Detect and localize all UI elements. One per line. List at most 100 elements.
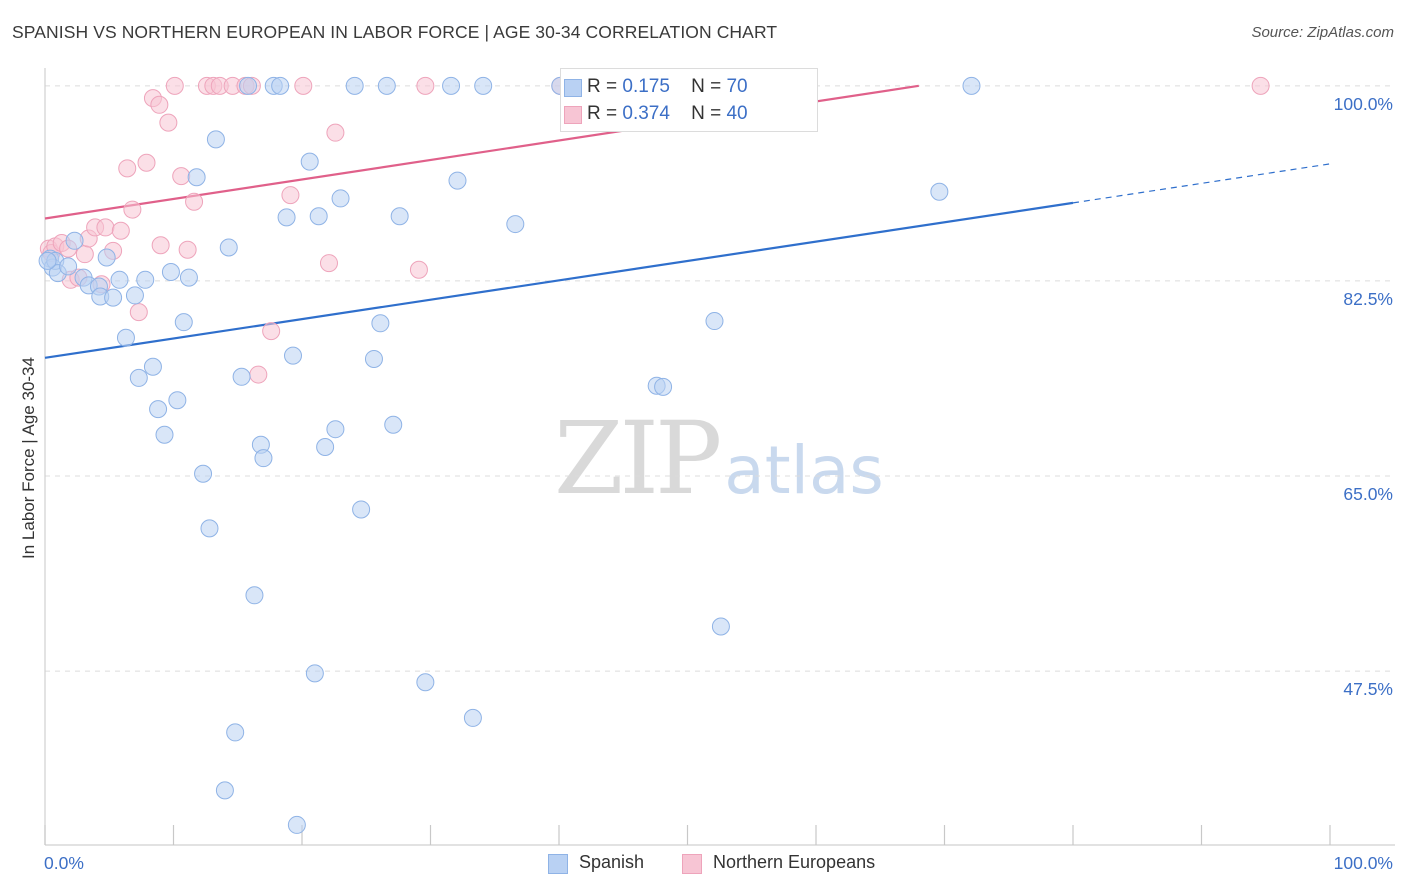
data-point-northern [1251,76,1270,95]
data-point-spanish [384,415,403,434]
data-point-spanish [345,76,364,95]
data-point-northern [151,236,170,255]
data-point-spanish [300,152,319,171]
data-point-spanish [194,464,213,483]
data-point-spanish [155,425,174,444]
data-point-spanish [316,438,335,457]
legend-r-label: R = [587,103,618,124]
data-point-spanish [179,268,198,287]
data-point-spanish [962,76,981,95]
series-legend-swatch-northern [682,854,702,874]
chart-title: SPANISH VS NORTHERN EUROPEAN IN LABOR FO… [12,22,778,42]
data-point-spanish [271,76,290,95]
data-point-spanish [206,130,225,149]
data-point-northern [159,113,178,132]
data-point-spanish [390,207,409,226]
data-point-spanish [711,617,730,636]
y-tick-label: 100.0% [1334,94,1393,114]
legend-n-label: N = [691,76,722,97]
watermark-zip: ZIP [554,400,722,517]
y-tick-label: 47.5% [1343,679,1393,699]
data-point-spanish [143,357,162,376]
watermark: ZIPatlas [554,400,884,517]
spanish-points-layer [38,76,981,834]
data-point-spanish [116,328,135,347]
stats-legend: R = 0.175 N = 70 R = 0.374 N = 40 [560,68,818,132]
data-point-spanish [463,708,482,727]
data-point-spanish [705,312,724,331]
legend-n-value: 40 [726,103,748,124]
data-point-spanish [331,189,350,208]
legend-row-spanish: R = 0.175 N = 70 [564,76,748,98]
legend-r-value: 0.175 [622,76,670,97]
tick-label-layer: 100.0% 82.5% 65.0% 47.5% 0.0% 100.0% [44,94,1393,873]
data-point-spanish [200,519,219,538]
data-point-spanish [377,76,396,95]
series-legend: Spanish Northern Europeans [0,852,1406,878]
data-point-northern [111,221,130,240]
data-point-spanish [215,781,234,800]
series-legend-label-northern: Northern Europeans [713,852,876,872]
series-legend-label-spanish: Spanish [579,852,645,872]
data-point-spanish [654,377,673,396]
data-point-spanish [371,314,390,333]
data-point-spanish [254,449,273,468]
data-point-spanish [104,288,123,307]
data-point-spanish [161,263,180,282]
data-point-spanish [506,215,525,234]
data-point-spanish [59,257,78,276]
data-point-northern [172,167,191,186]
data-point-spanish [219,238,238,257]
data-point-northern [165,76,184,95]
data-point-spanish [129,368,148,387]
data-point-spanish [232,367,251,386]
data-point-northern [262,322,281,341]
data-point-northern [150,95,169,114]
data-point-spanish [326,420,345,439]
data-point-spanish [136,270,155,289]
data-point-spanish [65,231,84,250]
data-point-spanish [352,500,371,519]
data-point-spanish [364,349,383,368]
x-tick-label: 0.0% [44,853,84,873]
data-point-spanish [187,168,206,187]
data-point-spanish [284,346,303,365]
data-point-northern [416,76,435,95]
data-point-spanish [174,313,193,332]
data-point-spanish [97,248,116,267]
data-point-spanish [125,286,144,305]
data-point-northern [249,365,268,384]
data-point-northern [409,260,428,279]
source-label: Source: ZipAtlas.com [1251,24,1394,41]
legend-swatch-spanish [564,79,582,97]
data-point-spanish [474,76,493,95]
data-point-spanish [305,664,324,683]
series-legend-swatch-spanish [548,854,568,874]
data-point-spanish [226,723,245,742]
x-tick-label: 100.0% [1334,853,1393,873]
data-point-northern [96,218,115,237]
data-point-spanish [110,270,129,289]
data-point-northern [326,123,345,142]
watermark-atlas: atlas [724,432,884,509]
data-point-northern [137,153,156,172]
y-tick-label: 65.0% [1343,484,1393,504]
trendline-spanish [44,201,1074,359]
data-point-northern [118,159,137,178]
data-point-northern [178,240,197,259]
data-point-northern [319,254,338,273]
data-point-spanish [442,76,461,95]
data-point-spanish [448,171,467,190]
legend-r-value: 0.374 [622,103,670,124]
data-point-northern [123,200,142,219]
data-point-spanish [168,391,187,410]
legend-row-northern: R = 0.374 N = 40 [564,103,748,125]
data-point-northern [294,76,313,95]
data-point-spanish [930,182,949,201]
data-point-spanish [149,400,168,419]
data-point-northern [185,192,204,211]
data-point-spanish [38,251,57,270]
legend-n-label: N = [691,103,722,124]
data-point-spanish [416,673,435,692]
